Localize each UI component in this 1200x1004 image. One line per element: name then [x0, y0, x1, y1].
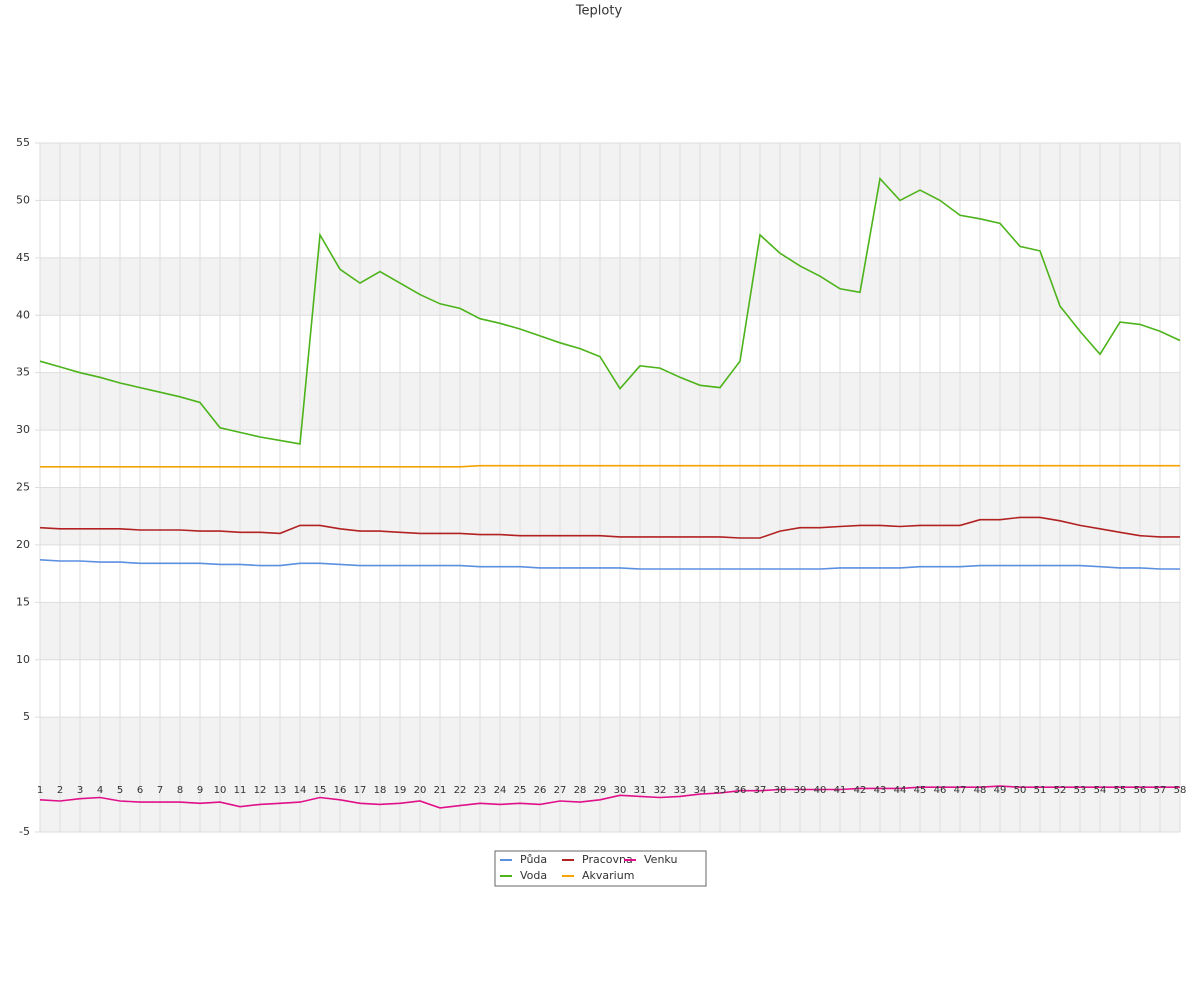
- series-line: [39, 516, 1180, 539]
- grid-band: [40, 717, 1180, 832]
- y-tick-label: 5: [23, 710, 30, 723]
- x-tick-label: 15: [314, 785, 327, 796]
- x-tick-label: 27: [554, 785, 567, 796]
- x-tick-label: 26: [534, 785, 547, 796]
- grid-band: [40, 257, 1180, 316]
- x-tick-label: 39: [794, 785, 807, 796]
- x-tick-label: 34: [694, 785, 707, 796]
- x-tick-label: 35: [714, 785, 727, 796]
- x-tick-label: 49: [994, 785, 1007, 796]
- x-tick-label: 54: [1094, 785, 1107, 796]
- x-tick-label: 45: [914, 785, 927, 796]
- x-tick-label: 37: [754, 785, 767, 796]
- x-tick-label: 47: [954, 785, 967, 796]
- y-tick-label: 35: [16, 366, 30, 379]
- x-tick-label: 48: [974, 785, 987, 796]
- x-tick-label: 33: [674, 785, 687, 796]
- x-tick-label: 8: [177, 785, 183, 796]
- x-tick-label: 19: [394, 785, 407, 796]
- y-tick-label: 15: [16, 595, 30, 608]
- grid-band: [40, 602, 1180, 660]
- x-tick-label: 3: [77, 785, 83, 796]
- y-tick-label: 20: [16, 538, 30, 551]
- x-tick-label: 4: [97, 785, 103, 796]
- x-tick-label: 18: [374, 785, 387, 796]
- y-tick-label: 50: [16, 193, 30, 206]
- x-tick-label: 23: [474, 785, 487, 796]
- legend-label: Voda: [520, 869, 547, 882]
- x-tick-label: 50: [1014, 785, 1027, 796]
- series-line: [39, 559, 1180, 570]
- x-tick-label: 43: [874, 785, 887, 796]
- x-tick-label: 1: [37, 785, 43, 796]
- x-tick-label: 22: [454, 785, 467, 796]
- chart-title: Teploty: [575, 4, 623, 19]
- x-tick-label: 36: [734, 785, 747, 796]
- x-tick-label: 29: [594, 785, 607, 796]
- x-tick-label: 14: [294, 785, 307, 796]
- y-tick-label: -5: [19, 825, 30, 838]
- x-tick-label: 2: [57, 785, 63, 796]
- x-tick-label: 13: [274, 785, 287, 796]
- legend-box: [494, 850, 707, 887]
- x-tick-label: 40: [814, 785, 827, 796]
- y-tick-label: 55: [16, 136, 30, 149]
- x-tick-label: 46: [934, 785, 947, 796]
- x-tick-label: 12: [254, 785, 267, 796]
- x-tick-label: 51: [1034, 785, 1047, 796]
- x-tick-label: 38: [774, 785, 787, 796]
- x-tick-label: 20: [414, 785, 427, 796]
- x-tick-label: 24: [494, 785, 507, 796]
- x-tick-label: 58: [1174, 785, 1187, 796]
- series-line: [40, 464, 1180, 468]
- x-tick-label: 9: [197, 785, 203, 796]
- x-tick-label: 52: [1054, 785, 1067, 796]
- x-tick-label: 7: [157, 785, 163, 796]
- x-tick-label: 5: [117, 785, 123, 796]
- x-tick-label: 21: [434, 785, 447, 796]
- x-tick-label: 44: [894, 785, 907, 796]
- y-tick-label: 30: [16, 423, 30, 436]
- x-tick-label: 42: [854, 785, 867, 796]
- y-tick-label: 25: [16, 481, 30, 494]
- grid-band: [40, 372, 1180, 431]
- x-tick-label: 10: [214, 785, 227, 796]
- x-tick-label: 11: [234, 785, 247, 796]
- grid-band: [40, 143, 1180, 201]
- x-tick-label: 28: [574, 785, 587, 796]
- legend-label: Pracovna: [582, 853, 633, 866]
- x-tick-label: 57: [1154, 785, 1167, 796]
- x-tick-label: 6: [137, 785, 143, 796]
- y-tick-label: 45: [16, 251, 30, 264]
- x-tick-label: 30: [614, 785, 627, 796]
- x-tick-label: 17: [354, 785, 367, 796]
- legend-label: Venku: [644, 853, 677, 866]
- x-tick-label: 41: [834, 785, 847, 796]
- series-line: [39, 785, 1180, 809]
- legend-label: Půda: [520, 853, 547, 866]
- x-tick-label: 31: [634, 785, 647, 796]
- x-tick-label: 53: [1074, 785, 1087, 796]
- x-tick-label: 16: [334, 785, 347, 796]
- x-tick-label: 55: [1114, 785, 1127, 796]
- grid-band: [40, 487, 1180, 545]
- legend-label: Akvarium: [582, 869, 634, 882]
- y-tick-label: 40: [16, 308, 30, 321]
- x-tick-label: 56: [1134, 785, 1147, 796]
- y-tick-label: 10: [16, 653, 30, 666]
- x-tick-label: 25: [514, 785, 527, 796]
- series-line: [39, 176, 1181, 445]
- x-tick-label: 32: [654, 785, 667, 796]
